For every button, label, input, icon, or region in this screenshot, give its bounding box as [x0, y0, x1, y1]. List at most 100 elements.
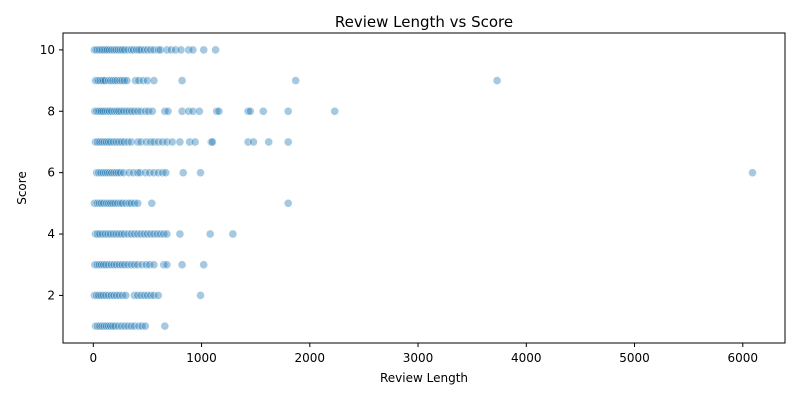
data-point: [107, 45, 116, 55]
data-point: [212, 107, 221, 116]
data-point: [120, 321, 129, 331]
data-point: [126, 321, 136, 331]
data-point: [100, 107, 110, 116]
data-point: [134, 76, 144, 85]
data-point: [149, 137, 159, 147]
data-point: [94, 291, 103, 300]
data-point: [149, 260, 159, 270]
data-point: [175, 229, 185, 239]
data-point: [92, 291, 101, 300]
data-point: [199, 45, 208, 55]
data-point: [127, 107, 136, 116]
data-point: [90, 199, 99, 208]
data-point: [131, 76, 140, 85]
data-point: [148, 107, 157, 116]
data-point: [123, 260, 133, 270]
data-point: [117, 260, 127, 270]
data-point: [199, 260, 208, 270]
data-point: [178, 168, 188, 177]
x-tick-label: 3000: [403, 351, 434, 365]
data-point: [159, 229, 168, 239]
data-point: [137, 321, 147, 331]
data-point: [130, 291, 139, 300]
data-point: [141, 321, 150, 331]
data-point: [141, 107, 150, 116]
data-point: [133, 137, 142, 147]
data-point: [190, 137, 200, 147]
data-point: [143, 76, 152, 85]
x-tick-label: 2000: [295, 351, 326, 365]
data-point: [168, 137, 177, 147]
data-point: [149, 168, 159, 177]
plot-frame: [62, 32, 786, 344]
data-point: [115, 76, 125, 85]
data-point: [130, 321, 139, 331]
data-point: [177, 107, 187, 116]
data-point: [160, 321, 170, 331]
data-point: [136, 45, 146, 55]
data-point: [154, 137, 163, 147]
data-point: [110, 76, 120, 85]
data-point: [136, 291, 146, 300]
data-point: [748, 168, 757, 177]
data-point: [139, 45, 149, 55]
data-point: [196, 168, 205, 177]
data-point: [133, 291, 142, 300]
data-point: [105, 168, 114, 177]
data-point: [108, 199, 118, 208]
data-point: [104, 321, 113, 331]
data-point: [143, 45, 152, 55]
data-point: [94, 168, 103, 177]
data-point: [91, 137, 100, 147]
data-point: [139, 291, 149, 300]
x-tick-label: 5000: [619, 351, 650, 365]
data-point: [161, 168, 171, 177]
data-point: [166, 45, 176, 55]
data-point: [283, 199, 293, 208]
data-point: [136, 229, 146, 239]
data-point: [160, 107, 170, 116]
data-point: [188, 45, 198, 55]
data-point: [117, 321, 126, 331]
data-point: [133, 168, 142, 177]
data-point: [142, 137, 151, 147]
data-point: [117, 76, 127, 85]
data-point: [291, 76, 301, 85]
data-point: [91, 321, 100, 331]
data-point: [196, 291, 205, 300]
data-point: [97, 321, 107, 331]
data-point: [214, 107, 224, 116]
x-tick-label: 6000: [728, 351, 759, 365]
data-point: [116, 168, 125, 177]
data-point: [112, 76, 122, 85]
data-point: [130, 260, 139, 270]
data-point: [147, 199, 157, 208]
data-point: [129, 168, 138, 177]
data-point: [162, 229, 172, 239]
data-point: [205, 229, 215, 239]
data-point: [137, 260, 147, 270]
data-point: [111, 168, 121, 177]
data-point: [92, 199, 102, 208]
data-point: [126, 260, 136, 270]
data-point: [130, 199, 139, 208]
y-tick-label: 6: [47, 166, 55, 180]
data-point: [142, 260, 151, 270]
data-point: [249, 137, 258, 147]
data-point: [99, 321, 109, 331]
y-tick-label: 4: [47, 227, 55, 241]
data-point: [104, 76, 113, 85]
data-point: [107, 168, 116, 177]
y-tick-label: 8: [47, 104, 55, 118]
data-point: [123, 321, 133, 331]
data-point: [114, 107, 123, 116]
data-point: [188, 107, 198, 116]
data-point: [93, 137, 102, 147]
y-axis: 2 4 6 8 10: [40, 43, 63, 302]
x-tick-label: 4000: [511, 351, 542, 365]
data-point: [283, 137, 293, 147]
data-point: [118, 291, 127, 300]
data-point: [177, 76, 187, 85]
data-point: [124, 168, 134, 177]
data-point: [158, 168, 167, 177]
